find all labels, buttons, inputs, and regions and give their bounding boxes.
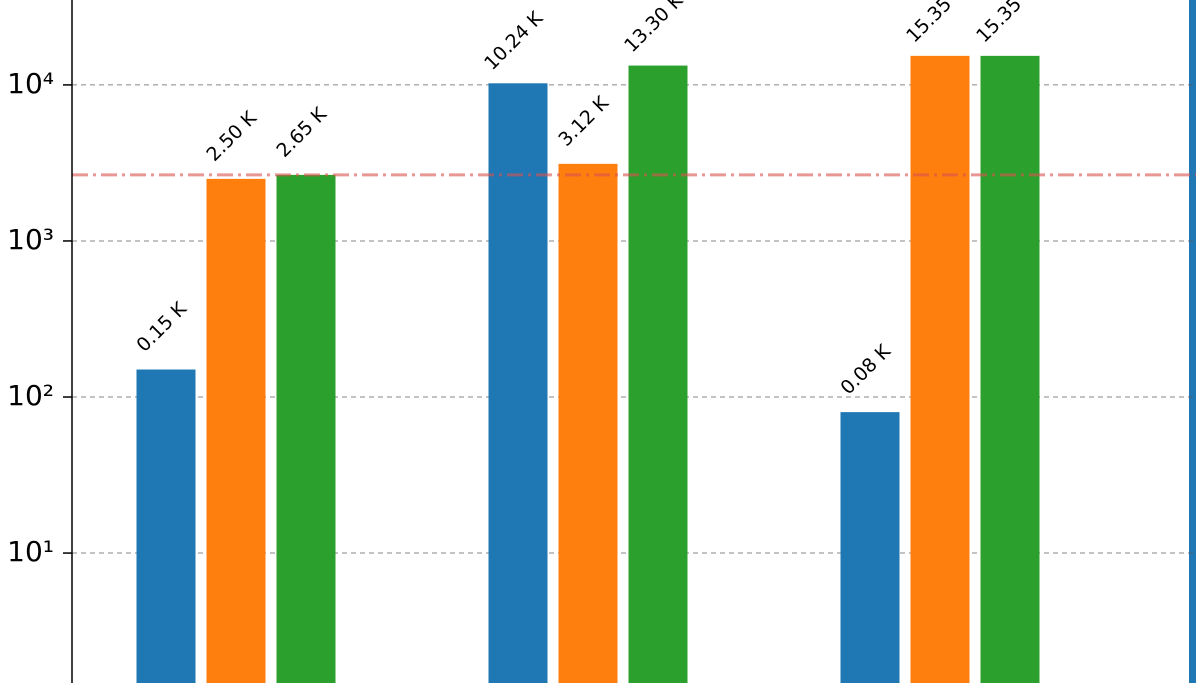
value-label: 13.30 K	[620, 0, 687, 57]
bar	[840, 412, 900, 683]
value-label: 0.15 K	[132, 298, 191, 357]
value-label: 2.65 K	[272, 103, 331, 162]
bar	[558, 163, 618, 683]
y-tick-label: 10⁴	[7, 67, 54, 100]
bar	[136, 369, 196, 683]
value-label: 15.35 K	[902, 0, 969, 47]
y-tick-label: 10²	[7, 379, 54, 412]
cropped-bar-edge	[1189, 0, 1196, 683]
value-label: 15.35 K	[972, 0, 1039, 47]
y-tick-label: 10³	[7, 223, 54, 256]
bar	[276, 174, 336, 683]
value-label: 10.24 K	[480, 7, 547, 74]
bar	[910, 55, 970, 683]
bar	[628, 65, 688, 683]
bar	[488, 83, 548, 683]
value-label: 0.08 K	[836, 340, 895, 399]
value-label: 3.12 K	[554, 92, 613, 151]
y-tick-label: 10¹	[7, 535, 54, 568]
value-label: 2.50 K	[202, 107, 261, 166]
bar	[980, 55, 1040, 683]
bar	[206, 178, 266, 683]
